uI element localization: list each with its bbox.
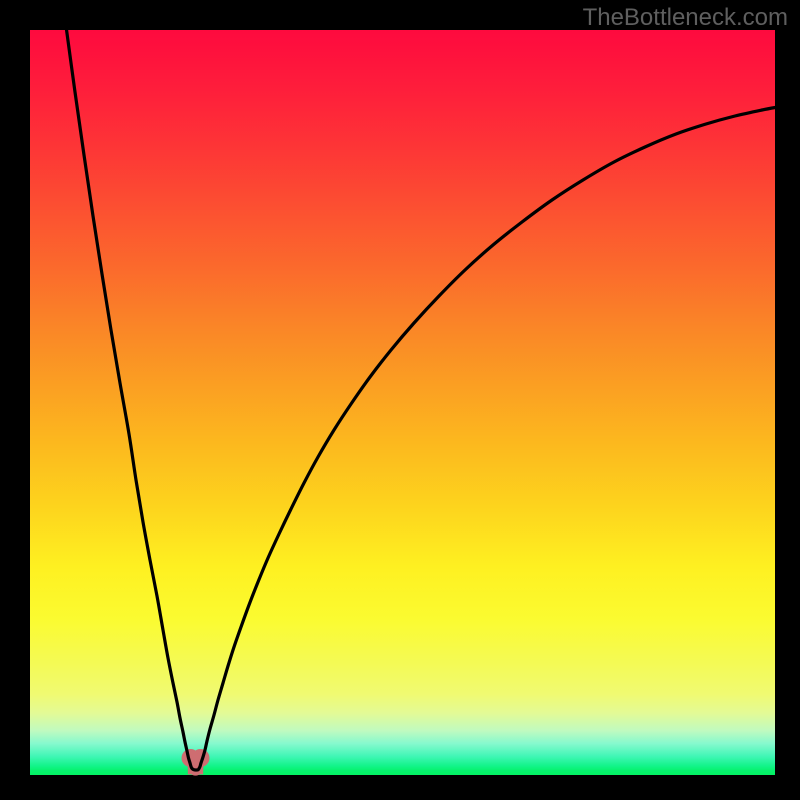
- bottleneck-chart: [0, 0, 800, 800]
- watermark-text: TheBottleneck.com: [583, 4, 788, 32]
- gradient-background: [30, 30, 775, 775]
- chart-container: TheBottleneck.com: [0, 0, 800, 800]
